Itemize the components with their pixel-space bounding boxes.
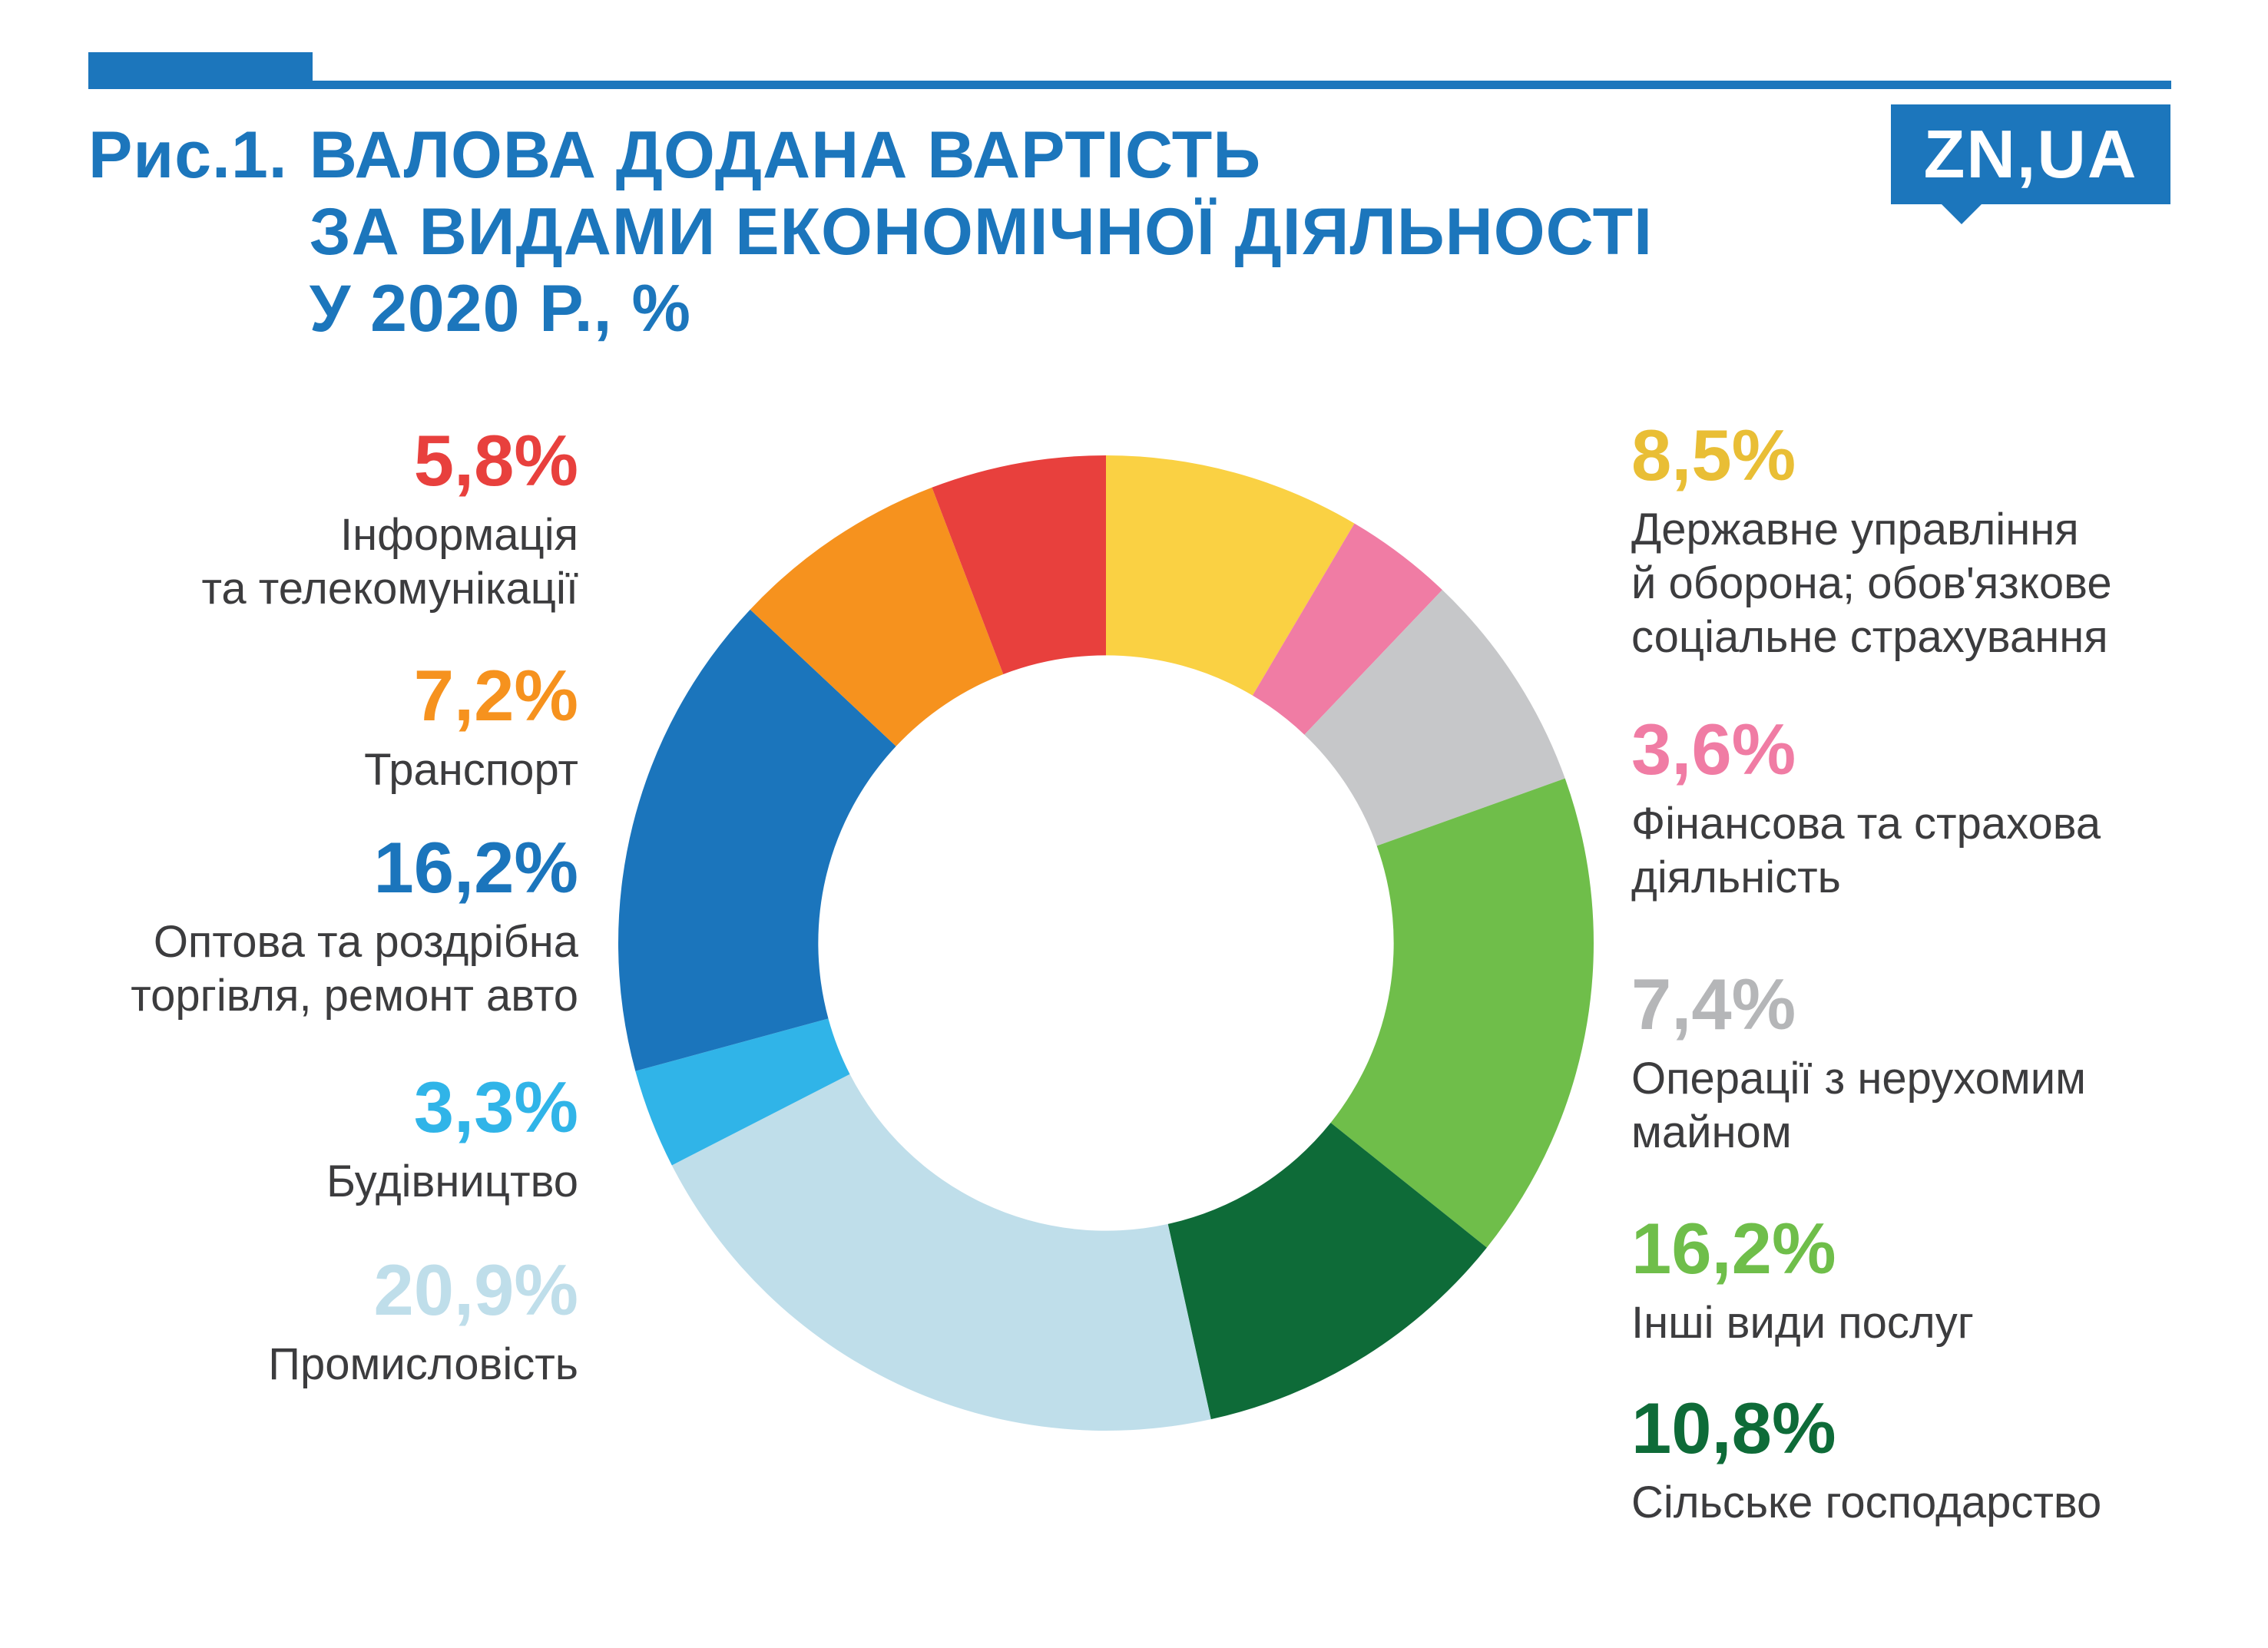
donut-segment-6 <box>635 1018 850 1166</box>
title-line-2: ЗА ВИДАМИ ЕКОНОМІЧНОЇ ДІЯЛЬНОСТІ <box>309 195 1654 269</box>
legend-item: 20,9% Промисловість <box>25 1253 578 1392</box>
legend-item: 7,4% Операції з нерухомим майном <box>1631 968 2184 1160</box>
legend-value: 8,5% <box>1631 415 1796 495</box>
znua-logo: ZN,UA <box>1891 104 2170 224</box>
legend-item: 10,8% Сільське господарство <box>1631 1392 2184 1530</box>
legend-item: 7,2% Транспорт <box>25 659 578 797</box>
legend-value: 3,6% <box>1631 709 1796 789</box>
legend-item: 8,5% Державне управління й оборона; обов… <box>1631 419 2184 664</box>
legend-item: 16,2% Інші види послуг <box>1631 1212 2184 1350</box>
legend-value: 20,9% <box>373 1249 578 1330</box>
donut-segment-1 <box>1252 523 1442 735</box>
legend-label: Фінансова та страхова діяльність <box>1631 799 2101 902</box>
legend-label: Державне управління й оборона; обов'язко… <box>1631 505 2112 662</box>
donut-segment-7 <box>618 609 896 1071</box>
donut-segment-2 <box>1304 590 1565 846</box>
legend-item: 3,6% Фінансова та страхова діяльність <box>1631 713 2184 905</box>
title-line-3: У 2020 Р., % <box>309 272 691 346</box>
legend-item: 16,2% Оптова та роздрібна торгівля, ремо… <box>25 831 578 1023</box>
donut-segment-9 <box>932 455 1106 675</box>
donut-chart <box>618 455 1594 1431</box>
legend-item: 5,8% Інформація та телекомунікації <box>25 424 578 616</box>
legend-label: Промисловість <box>268 1339 578 1389</box>
legend-label: Операції з нерухомим майном <box>1631 1054 2086 1157</box>
logo-speech-tail <box>1940 203 1983 224</box>
donut-segment-5 <box>671 1074 1211 1431</box>
donut-segment-3 <box>1330 778 1594 1248</box>
accent-bar-square <box>88 52 313 89</box>
legend-value: 16,2% <box>1631 1208 1836 1289</box>
legend-value: 10,8% <box>1631 1388 1836 1468</box>
accent-bar-line <box>313 81 2171 89</box>
legend-value: 7,2% <box>413 655 578 736</box>
title-line-1: ВАЛОВА ДОДАНА ВАРТІСТЬ <box>309 118 1262 192</box>
legend-value: 3,3% <box>413 1067 578 1147</box>
donut-segment-4 <box>1167 1122 1487 1420</box>
donut-segment-8 <box>750 487 1004 746</box>
legend-value: 5,8% <box>413 420 578 501</box>
legend-item: 3,3% Будівництво <box>25 1071 578 1209</box>
legend-label: Оптова та роздрібна торгівля, ремонт авт… <box>131 917 578 1021</box>
figure-label: Рис.1. <box>88 118 288 192</box>
znua-logo-text: ZN,UA <box>1923 116 2138 192</box>
legend-label: Інформація та телекомунікації <box>201 510 578 614</box>
title-lines: ВАЛОВА ДОДАНА ВАРТІСТЬ ЗА ВИДАМИ ЕКОНОМІ… <box>310 117 1653 347</box>
legend-label: Будівництво <box>326 1157 578 1206</box>
legend-label: Сільське господарство <box>1631 1478 2102 1527</box>
legend-label: Інші види послуг <box>1631 1298 1974 1348</box>
donut-segment-0 <box>1106 455 1355 696</box>
donut-chart-container <box>614 452 1598 1435</box>
legend-label: Транспорт <box>364 745 578 795</box>
page-title: Рис.1. ВАЛОВА ДОДАНА ВАРТІСТЬ ЗА ВИДАМИ … <box>88 117 1653 347</box>
legend-value: 16,2% <box>373 827 578 908</box>
legend-value: 7,4% <box>1631 964 1796 1044</box>
